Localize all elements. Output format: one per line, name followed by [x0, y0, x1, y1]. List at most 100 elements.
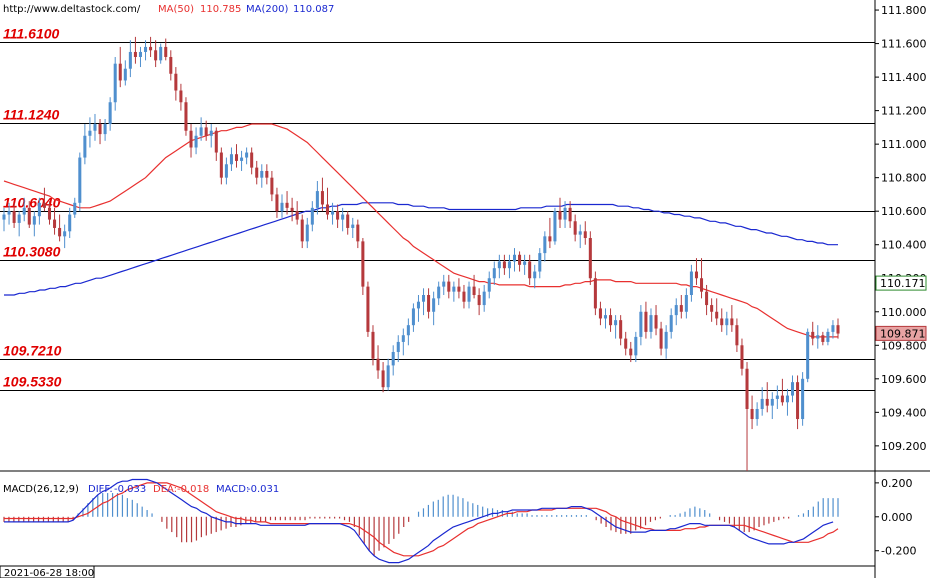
candle-body-128	[649, 315, 653, 332]
candle-body-126	[639, 311, 643, 337]
candle-body-75	[381, 370, 385, 388]
candle-body-51	[260, 170, 264, 178]
candle-body-50	[255, 167, 259, 178]
candle-body-86	[437, 286, 441, 299]
macd-tick-label-2: -0.200	[881, 545, 916, 558]
candle-body-77	[391, 351, 395, 366]
candle-body-147	[745, 368, 749, 409]
candle-body-61	[310, 207, 314, 225]
candle-body-85	[432, 298, 436, 312]
candle-body-26	[133, 51, 137, 57]
candle-body-6	[32, 216, 36, 225]
candle-body-5	[27, 207, 31, 225]
candle-body-105	[533, 271, 537, 279]
candle-body-84	[427, 295, 431, 312]
level-label-4: 109.7210	[3, 343, 62, 359]
candle-body-160	[811, 331, 815, 339]
candle-body-98	[497, 261, 501, 269]
candle-body-4	[22, 207, 26, 215]
candle-body-159	[806, 331, 810, 379]
candle-body-161	[816, 335, 820, 339]
price-marker-box-1	[875, 325, 927, 341]
candle-body-72	[366, 286, 370, 332]
candle-body-102	[518, 254, 522, 265]
support-resistance-levels: 111.6100 111.1240 110.6040 110.3080 109.7210…	[0, 26, 875, 391]
price-tick-label-6: 110.600	[881, 205, 927, 218]
candle-body-100	[507, 261, 511, 269]
candle-body-76	[386, 365, 390, 388]
candle-body-139	[705, 291, 709, 306]
candle-body-106	[538, 253, 542, 272]
candle-body-104	[528, 261, 532, 279]
candle-body-149	[755, 408, 759, 420]
ma200-line	[4, 202, 838, 296]
candle-body-31	[159, 46, 163, 61]
candle-body-90	[457, 286, 461, 292]
candle-body-69	[351, 224, 355, 228]
candle-body-71	[361, 241, 365, 287]
candle-body-141	[715, 311, 719, 319]
candle-body-164	[831, 325, 835, 332]
candle-body-74	[376, 358, 380, 371]
candle-body-131	[664, 331, 668, 349]
candle-body-138	[700, 278, 704, 292]
price-marker-box-0	[875, 275, 927, 291]
candle-body-146	[740, 345, 744, 369]
macd-dea-value: -0.018	[177, 484, 209, 495]
candle-body-116	[588, 238, 592, 279]
candle-body-9	[47, 207, 52, 220]
candle-body-67	[341, 214, 345, 220]
candle-body-121	[614, 320, 618, 326]
candle-body-16	[83, 135, 87, 158]
candle-body-156	[790, 382, 795, 396]
candle-body-78	[396, 341, 400, 352]
candle-body-13	[68, 214, 72, 232]
price-axis-labels: 111.800 111.600 111.400 111.200 111.000 110.8…	[875, 4, 927, 453]
candle-body-115	[583, 231, 587, 239]
macd-diff-line	[4, 478, 834, 564]
price-tick-label-2: 111.400	[881, 71, 927, 84]
candle-body-2	[12, 211, 16, 223]
candle-body-148	[750, 408, 754, 420]
price-marker-label-0: 110.171	[880, 277, 926, 290]
level-label-2: 110.6040	[3, 195, 61, 211]
candlesticks	[2, 36, 840, 471]
candle-body-93	[472, 286, 476, 296]
candle-body-114	[578, 231, 582, 235]
candle-body-130	[659, 328, 663, 349]
candle-body-33	[169, 56, 173, 74]
candle-body-47	[240, 157, 244, 161]
macd-lines	[4, 478, 839, 564]
candle-body-25	[128, 51, 132, 69]
ma200-line-group	[4, 202, 838, 296]
candle-body-19	[98, 124, 102, 135]
candle-body-157	[796, 382, 800, 420]
candle-body-57	[290, 207, 294, 212]
price-tick-label-7: 110.400	[881, 239, 927, 252]
candle-body-60	[305, 224, 309, 242]
candle-body-38	[194, 135, 198, 148]
candle-body-46	[234, 154, 239, 161]
price-markers: 110.171 109.871	[875, 275, 927, 341]
candle-body-12	[63, 231, 67, 237]
candle-body-17	[88, 130, 92, 136]
candle-body-101	[512, 254, 517, 262]
candle-body-162	[821, 335, 825, 342]
ma50-label: MA(50)	[158, 4, 194, 15]
candle-body-133	[674, 305, 678, 316]
macd-dea-line	[4, 482, 839, 557]
candle-body-134	[679, 305, 683, 312]
candle-body-0	[2, 214, 6, 220]
candle-body-79	[401, 335, 405, 342]
level-label-5: 109.5330	[3, 374, 62, 390]
candle-body-88	[447, 281, 451, 292]
ma50-line	[3, 123, 838, 338]
candle-body-129	[654, 315, 658, 329]
candle-body-103	[523, 261, 527, 265]
candle-body-151	[765, 398, 769, 406]
level-label-0: 111.6100	[3, 26, 60, 42]
candle-body-145	[735, 325, 739, 346]
candle-body-66	[336, 211, 340, 220]
candle-body-35	[179, 90, 183, 103]
